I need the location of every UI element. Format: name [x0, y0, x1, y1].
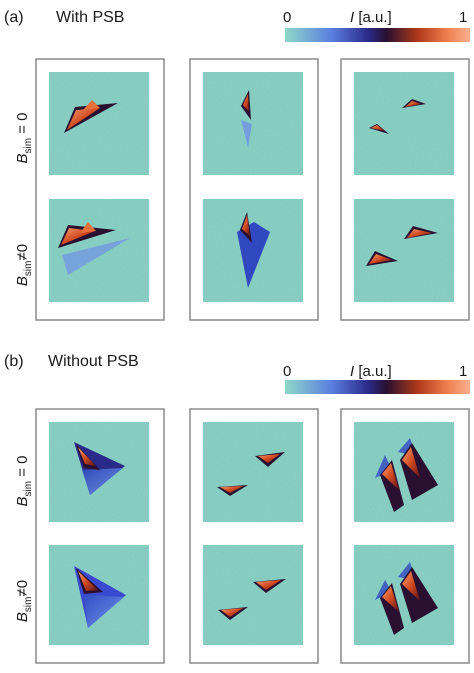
panel-a: (a) With PSB 0 I [a.u.] 1 Bsim = 0 Bsim≠… — [4, 9, 470, 321]
image-a-r1-c2 — [203, 72, 303, 175]
image-a-r2-c3 — [354, 199, 454, 302]
image-b-r2-c1 — [49, 545, 149, 645]
row-a1-label: Bsim = 0 — [14, 112, 34, 163]
frame-b-col2 — [189, 408, 319, 664]
colorbar-b: 0 I [a.u.] 1 — [283, 363, 470, 394]
image-a-r1-c1 — [49, 72, 149, 175]
colorbar-b-label-var: I — [350, 363, 354, 380]
image-a-r2-c1 — [49, 199, 149, 302]
image-a-r2-c2 — [203, 199, 303, 302]
row-a2-label: Bsim≠0 — [14, 244, 34, 286]
colorbar-a-label: I [a.u.] — [350, 9, 392, 26]
image-b-r1-c2 — [203, 422, 303, 522]
frame-b-col1 — [35, 408, 165, 664]
colorbar-a: 0 I [a.u.] 1 — [283, 9, 470, 42]
frame-a-col3 — [340, 58, 470, 321]
image-b-r1-c1 — [49, 422, 149, 522]
image-b-r2-c3 — [354, 545, 454, 645]
panel-a-label: (a) — [4, 9, 24, 26]
colorbar-a-label-var: I — [350, 9, 354, 26]
colorbar-b-gradient — [285, 380, 470, 394]
colorbar-a-min: 0 — [283, 9, 291, 26]
colorbar-b-label: I [a.u.] — [350, 363, 392, 380]
image-a-r1-c3 — [354, 72, 454, 175]
colorbar-b-label-unit: [a.u.] — [354, 363, 392, 380]
image-b-r2-c2 — [203, 545, 303, 645]
row-b2-label: Bsim≠0 — [14, 580, 34, 622]
colorbar-a-gradient — [285, 28, 470, 42]
colorbar-a-max: 1 — [459, 9, 467, 26]
panel-b: (b) Without PSB 0 I [a.u.] 1 Bsim = 0 Bs… — [4, 353, 470, 664]
panel-a-title: With PSB — [56, 9, 124, 26]
panel-b-label: (b) — [4, 353, 24, 370]
row-b1-label: Bsim = 0 — [14, 455, 34, 506]
frame-b-col3 — [340, 408, 470, 664]
colorbar-b-max: 1 — [459, 363, 467, 380]
frame-a-col1 — [35, 58, 165, 321]
frame-a-col2 — [189, 58, 319, 321]
colorbar-a-label-unit: [a.u.] — [354, 9, 392, 26]
panel-b-title: Without PSB — [48, 353, 139, 370]
colorbar-b-min: 0 — [283, 363, 291, 380]
image-b-r1-c3 — [354, 422, 454, 522]
